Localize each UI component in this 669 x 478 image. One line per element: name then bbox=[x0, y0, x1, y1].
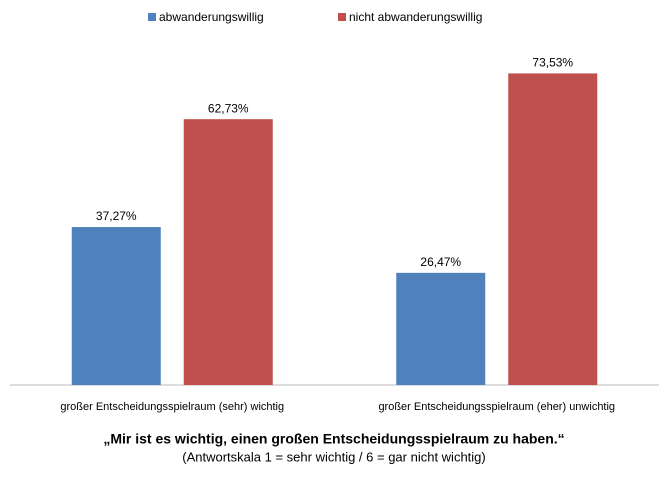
legend-label: nicht abwanderungswillig bbox=[349, 10, 482, 24]
legend-swatch bbox=[338, 13, 346, 21]
chart-title: „Mir ist es wichtig, einen großen Entsch… bbox=[103, 431, 564, 447]
data-label: 73,53% bbox=[532, 56, 573, 70]
x-tick-label: großer Entscheidungsspielraum (eher) unw… bbox=[378, 401, 615, 413]
bar bbox=[183, 119, 273, 385]
legend-label: abwanderungswillig bbox=[159, 10, 264, 24]
data-label: 62,73% bbox=[208, 101, 249, 115]
x-tick-label: großer Entscheidungsspielraum (sehr) wic… bbox=[60, 401, 284, 413]
legend-swatch bbox=[148, 13, 156, 21]
bar bbox=[508, 73, 598, 385]
data-label: 26,47% bbox=[420, 255, 461, 269]
bar bbox=[71, 227, 161, 385]
chart-subtitle: (Antwortskala 1 = sehr wichtig / 6 = gar… bbox=[182, 449, 485, 464]
data-label: 37,27% bbox=[96, 209, 137, 223]
bar bbox=[396, 272, 486, 385]
